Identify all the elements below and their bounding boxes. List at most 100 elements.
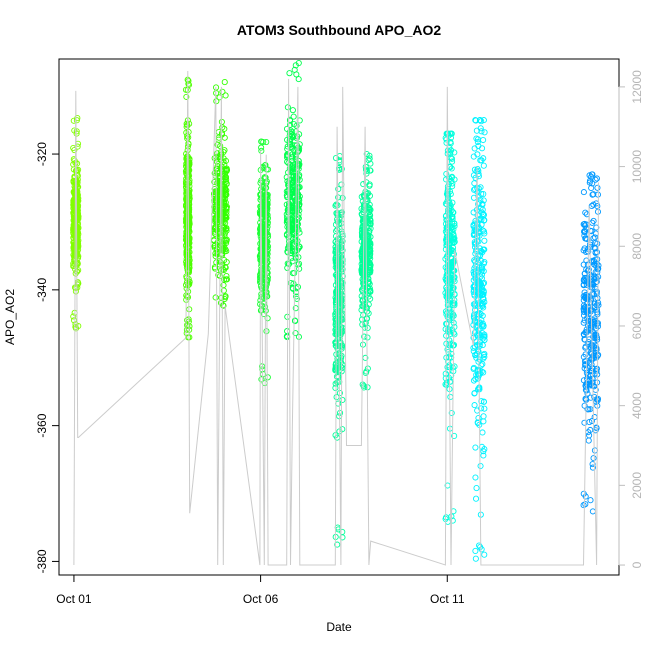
- data-point: [365, 275, 372, 282]
- data-point: [332, 326, 339, 333]
- data-point: [184, 240, 192, 248]
- data-point: [593, 398, 600, 405]
- data-point: [359, 248, 366, 255]
- data-point: [581, 270, 588, 277]
- data-point: [594, 184, 601, 191]
- data-point: [580, 221, 587, 228]
- data-point: [480, 162, 487, 169]
- x-tick-label: Oct 11: [430, 592, 465, 606]
- data-point: [261, 237, 269, 244]
- data-point: [583, 257, 590, 264]
- data-point: [580, 331, 587, 338]
- data-point: [183, 185, 190, 192]
- data-point: [580, 281, 587, 288]
- data-point: [264, 194, 271, 201]
- data-point: [593, 224, 600, 231]
- data-point: [590, 217, 597, 225]
- y-tick-label: -320: [35, 142, 49, 166]
- right-y-tick-label: 10000: [630, 150, 644, 184]
- data-point: [450, 239, 457, 246]
- data-point: [258, 144, 265, 151]
- data-point: [478, 265, 485, 272]
- data-point: [590, 201, 597, 208]
- data-point: [472, 117, 479, 124]
- data-point: [73, 167, 81, 174]
- data-point: [364, 324, 371, 332]
- right-axis-series: [73, 70, 599, 566]
- data-point: [292, 330, 299, 337]
- data-point: [444, 241, 451, 248]
- data-point: [360, 382, 367, 389]
- data-point: [593, 263, 600, 270]
- data-point: [365, 278, 372, 285]
- data-point: [476, 311, 483, 318]
- data-point: [363, 368, 370, 375]
- data-point: [481, 258, 488, 266]
- data-point: [366, 228, 373, 235]
- data-point: [480, 228, 488, 235]
- right-y-axis: 0 2000 4000 6000 8000 10000 12000: [618, 70, 644, 568]
- data-point: [591, 315, 598, 322]
- data-point: [476, 117, 484, 124]
- data-point: [258, 147, 265, 154]
- data-point: [582, 344, 589, 351]
- data-point: [223, 272, 230, 280]
- data-point: [476, 253, 483, 260]
- data-point: [471, 145, 478, 152]
- data-point: [473, 227, 480, 234]
- data-point: [480, 355, 487, 362]
- data-point: [449, 158, 456, 165]
- data-point: [472, 495, 480, 502]
- data-point: [262, 216, 269, 223]
- data-point: [284, 104, 291, 111]
- data-point: [367, 248, 374, 255]
- data-point: [475, 371, 482, 378]
- data-point: [480, 279, 488, 286]
- data-point: [366, 205, 373, 212]
- data-point: [582, 209, 589, 216]
- data-point: [364, 284, 371, 291]
- data-point: [186, 279, 193, 286]
- right-series-line: [73, 70, 599, 566]
- data-point: [581, 222, 589, 229]
- data-point: [474, 347, 481, 354]
- right-y-tick-label: 6000: [630, 312, 644, 339]
- y-tick-label: -360: [35, 413, 49, 437]
- data-point: [478, 248, 485, 255]
- data-point: [480, 333, 487, 340]
- data-point: [332, 366, 339, 373]
- data-point: [364, 334, 371, 341]
- data-point: [479, 227, 486, 234]
- data-point: [444, 309, 451, 316]
- data-point: [470, 268, 477, 275]
- data-point: [447, 227, 454, 235]
- data-point: [258, 195, 265, 202]
- data-point: [258, 138, 265, 145]
- data-point: [362, 166, 370, 173]
- right-y-tick-label: 12000: [630, 70, 644, 104]
- data-point: [286, 142, 294, 149]
- data-point: [186, 120, 193, 127]
- y-tick-label: -380: [35, 549, 49, 573]
- data-point: [73, 128, 80, 135]
- data-point: [480, 197, 487, 204]
- data-point: [70, 251, 77, 258]
- data-point: [289, 192, 296, 199]
- data-point: [594, 336, 601, 343]
- data-point: [477, 184, 484, 191]
- data-point: [70, 313, 77, 320]
- data-point: [582, 351, 589, 358]
- data-point: [290, 113, 297, 120]
- data-point: [262, 210, 269, 217]
- data-point: [471, 402, 478, 409]
- data-point: [185, 282, 192, 289]
- data-point: [481, 246, 488, 253]
- data-point: [473, 350, 481, 357]
- data-point: [284, 264, 291, 271]
- data-point: [220, 282, 227, 289]
- data-point: [359, 257, 366, 264]
- y-axis: -380 -360 -340 -320: [35, 142, 59, 573]
- data-point: [480, 322, 487, 329]
- data-point: [472, 555, 479, 562]
- data-point: [219, 88, 226, 95]
